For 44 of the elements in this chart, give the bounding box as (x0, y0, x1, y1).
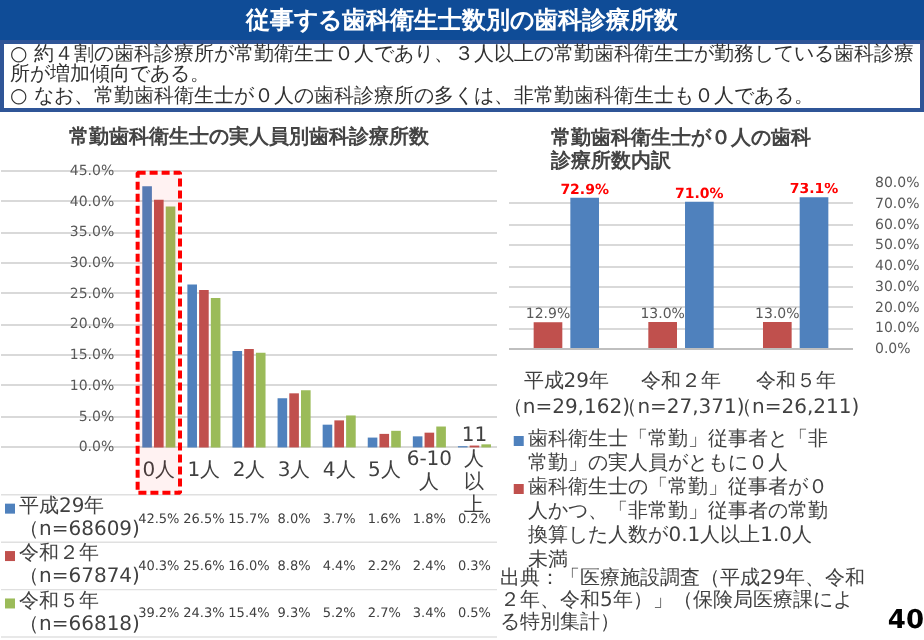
bar (210, 298, 221, 448)
bar (232, 350, 243, 448)
x-tick-label: 1人 (187, 460, 221, 483)
legend-label: 令和２年（n=67874) (19, 541, 141, 589)
bar (436, 426, 446, 448)
legend-label: 令和５年（n=66818) (19, 588, 141, 636)
x-tick-label: 平成29年（n=29,162) (502, 369, 631, 420)
bar (255, 352, 266, 448)
bar (346, 415, 356, 448)
bar (277, 398, 288, 448)
bar (289, 393, 299, 448)
text: ○ 約４割の歯科診療所が常勤衛生士０人であり、３人以上の常勤歯科衛生士が勤務している歯科診療所が増加傾向である。 (10, 44, 916, 87)
bar (762, 322, 792, 349)
chart-title: 常勤歯科衛生士が０人の歯科診療所数内訳 (549, 125, 811, 173)
bar (334, 420, 344, 448)
bar (379, 433, 390, 448)
bar (685, 201, 714, 349)
text: ○ なお、常勤歯科衛生士が０人の歯科診療所の多くは、非常勤歯科衛生士も０人である。 (10, 85, 816, 108)
text: 従事する歯科衛生士数別の歯科診療所数 (246, 4, 678, 38)
bar (165, 206, 176, 448)
x-tick-label: 6-10人 (406, 448, 453, 494)
bar (187, 284, 197, 448)
bar (199, 290, 209, 448)
legend-label: 歯科衛生士「常勤」従事者と「非常勤」の実人員がともに０人 (528, 427, 829, 476)
source-note: 出典：「医療施設調査（平成29年、令和２年、令和5年）」（保険局医療課による特別集計） (500, 568, 868, 634)
x-tick-label: 5人 (367, 460, 401, 483)
bar (301, 390, 311, 448)
bar (322, 424, 333, 448)
bar (244, 349, 254, 448)
bar (799, 197, 829, 349)
legend-label: 平成29年（n=68609) (19, 493, 141, 542)
chart-title: 常勤歯科衛生士の実人員別歯科診療所数 (69, 125, 431, 149)
bar (648, 322, 677, 349)
text: 40 (887, 604, 924, 640)
x-tick-label: 3人 (277, 460, 311, 483)
bar (412, 436, 423, 448)
bar (533, 322, 563, 349)
x-tick-label: 0人 (142, 460, 176, 483)
x-tick-label: 4人 (322, 460, 356, 483)
x-tick-label: 2人 (232, 460, 266, 483)
bar (154, 199, 164, 448)
bar (142, 186, 152, 448)
bar (391, 430, 401, 448)
bar (570, 197, 600, 349)
